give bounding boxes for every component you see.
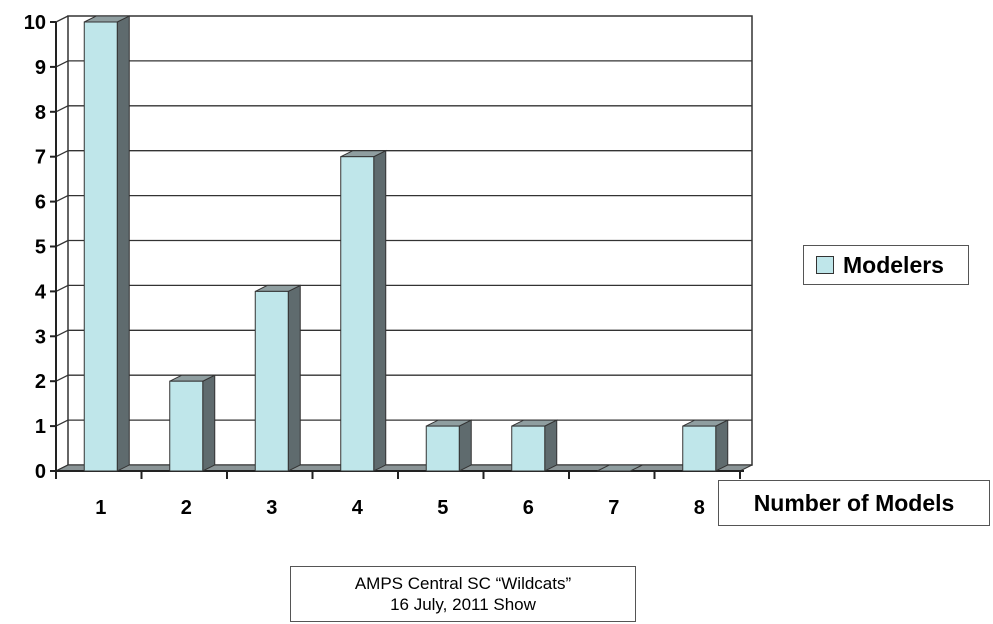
bars bbox=[83, 15, 729, 472]
bar-front bbox=[682, 425, 717, 472]
x-tick-label: 5 bbox=[437, 497, 448, 519]
gridline-diagonal bbox=[55, 374, 69, 382]
bar-front bbox=[83, 21, 118, 472]
legend-label: Modelers bbox=[843, 251, 944, 278]
y-tick-label: 3 bbox=[35, 326, 46, 348]
x-tick-label: 6 bbox=[523, 497, 534, 519]
gridline-diagonal bbox=[55, 150, 69, 158]
x-tick-label: 8 bbox=[694, 497, 705, 519]
bar bbox=[254, 284, 301, 472]
x-tick-label: 7 bbox=[608, 497, 619, 519]
x-tick-label: 1 bbox=[95, 497, 106, 519]
gridline-diagonal bbox=[55, 195, 69, 203]
chart-caption: AMPS Central SC “Wildcats” 16 July, 2011… bbox=[290, 566, 636, 622]
y-tick-label: 9 bbox=[35, 57, 46, 79]
bar bbox=[169, 374, 216, 472]
bar bbox=[682, 419, 729, 472]
x-tick-label: 3 bbox=[266, 497, 277, 519]
x-tick-label: 2 bbox=[181, 497, 192, 519]
gridline-diagonal bbox=[55, 60, 69, 68]
bar-side bbox=[287, 284, 301, 472]
gridline-diagonal bbox=[55, 329, 69, 337]
caption-line-1: AMPS Central SC “Wildcats” bbox=[354, 574, 572, 593]
y-tick-label: 4 bbox=[35, 281, 47, 303]
bar-side bbox=[458, 419, 472, 472]
y-tick-label: 10 bbox=[24, 12, 46, 34]
y-tick-label: 0 bbox=[35, 461, 46, 483]
y-tick-label: 6 bbox=[35, 192, 46, 214]
y-tick-label: 2 bbox=[35, 371, 46, 393]
gridline-diagonal bbox=[55, 105, 69, 113]
legend: Modelers bbox=[803, 245, 969, 285]
x-tick-labels: 1 2 3 4 5 6 7 8 bbox=[95, 497, 705, 519]
bar-front bbox=[254, 290, 289, 472]
y-tick-label: 1 bbox=[35, 416, 46, 438]
x-axis-title: Number of Models bbox=[718, 480, 990, 526]
y-tick-label: 5 bbox=[35, 237, 46, 259]
bar-side bbox=[116, 15, 130, 472]
gridlines bbox=[55, 15, 753, 472]
bar-front bbox=[169, 380, 204, 472]
gridline-diagonal bbox=[55, 419, 69, 427]
bar-front bbox=[340, 156, 375, 472]
bar-side bbox=[544, 419, 558, 472]
bar-front bbox=[511, 425, 546, 472]
bar-top bbox=[597, 464, 643, 472]
caption-line-2: 16 July, 2011 Show bbox=[390, 595, 536, 614]
bar bbox=[83, 15, 130, 472]
bar bbox=[340, 149, 387, 472]
y-tick-label: 8 bbox=[35, 102, 46, 124]
y-tick-label: 7 bbox=[35, 147, 46, 169]
gridline-diagonal bbox=[55, 239, 69, 248]
bar-front bbox=[425, 425, 460, 472]
bar-side bbox=[373, 149, 387, 472]
gridline-diagonal bbox=[55, 284, 69, 292]
y-tick-labels: 0 1 2 3 4 5 6 7 8 9 10 bbox=[24, 12, 47, 483]
bar bbox=[511, 419, 558, 472]
bar-side bbox=[202, 374, 216, 472]
bar-side bbox=[715, 419, 729, 472]
gridline-diagonal bbox=[55, 15, 69, 23]
x-tick-label: 4 bbox=[352, 497, 364, 519]
bar bbox=[425, 419, 472, 472]
legend-swatch bbox=[816, 256, 834, 274]
bar bbox=[597, 464, 643, 472]
